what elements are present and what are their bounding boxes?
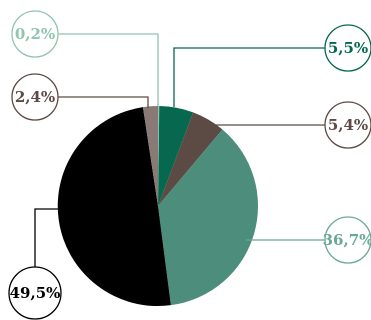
label-bubble-0 [11,10,59,58]
leader-line-1 [173,47,325,107]
slice-label-0: 0,2% [15,25,55,43]
label-bubble-4 [8,266,62,320]
label-bubble-2 [324,101,371,149]
label-bubble-5 [11,73,59,121]
pie-slice-4 [57,107,171,307]
leader-line-4 [34,208,60,267]
leader-lines [34,33,325,267]
slice-label-4: 49,5% [10,284,61,302]
slice-labels: 0,2% 5,5% 5,4% 36,7% 49,5% 2,4% [8,10,371,320]
pie-slice-5 [142,106,158,206]
label-bubble-3 [324,216,371,264]
slice-label-1: 5,5% [328,39,368,57]
pie-slices [57,106,259,307]
slice-label-3: 36,7% [323,231,371,249]
leader-line-5 [58,96,149,108]
pie-slice-0 [158,106,160,206]
pie-slice-2 [158,112,223,206]
pie-slice-3 [158,129,259,306]
label-bubble-1 [324,24,371,72]
slice-label-2: 5,4% [328,116,368,134]
leader-line-0 [58,33,159,106]
slice-label-5: 2,4% [15,88,55,106]
pie-slice-1 [158,106,194,206]
